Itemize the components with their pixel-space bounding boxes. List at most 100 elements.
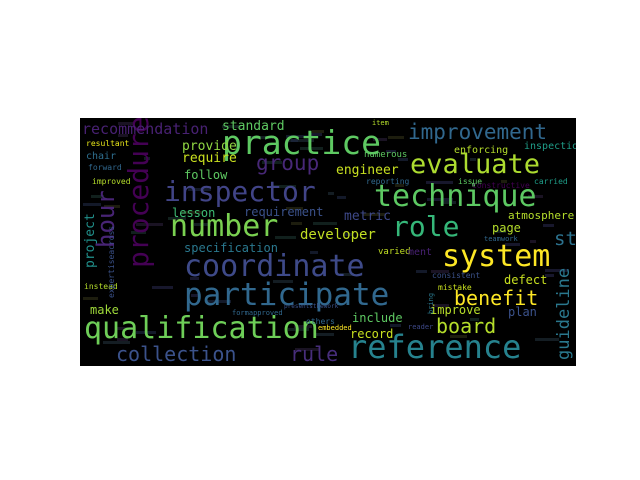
word-inspector: inspector — [164, 175, 316, 208]
word-coordinate: coordinate — [184, 249, 365, 284]
filler-noise-mark — [343, 233, 352, 236]
filler-noise-mark — [545, 274, 554, 277]
word-forward: forward — [88, 163, 122, 172]
word-inspection: inspection — [524, 141, 576, 152]
filler-noise-mark — [103, 341, 130, 344]
filler-noise-mark — [530, 240, 536, 243]
filler-noise-mark — [262, 161, 282, 164]
filler-noise-mark — [310, 251, 318, 254]
filler-noise-mark — [395, 184, 404, 187]
filler-noise-mark — [295, 348, 320, 351]
word-requirement: requirement — [244, 205, 324, 219]
word-reference: reference — [348, 328, 522, 366]
word-lesson: lesson — [172, 206, 216, 220]
filler-noise-mark — [470, 158, 476, 161]
word-board: board — [436, 314, 497, 338]
word-mistake: mistake — [438, 283, 472, 292]
filler-noise-mark — [340, 273, 354, 276]
word-follow: follow — [184, 168, 228, 182]
word-require: require — [182, 151, 237, 166]
filler-noise-mark — [294, 325, 312, 328]
word-record: record — [350, 327, 394, 341]
filler-noise-mark — [118, 122, 135, 125]
word-number: number — [170, 209, 279, 244]
filler-noise-mark — [426, 181, 453, 184]
word-carried: carried — [534, 177, 568, 186]
filler-noise-mark — [190, 277, 199, 280]
filler-noise-mark — [501, 180, 507, 183]
word-provide: provide — [182, 139, 237, 154]
word-item: item — [372, 119, 389, 127]
filler-noise-mark — [168, 217, 186, 220]
word-reader: reader — [408, 323, 434, 331]
filler-noise-mark — [287, 139, 314, 142]
filler-noise-mark — [291, 222, 302, 225]
filler-noise-mark — [313, 222, 337, 225]
filler-noise-mark — [337, 196, 346, 199]
filler-noise-mark — [363, 213, 385, 216]
word-specification: specification — [184, 241, 278, 255]
word-improvement: improvement — [408, 120, 548, 144]
filler-noise-mark — [545, 269, 569, 272]
filler-noise-mark — [416, 270, 427, 273]
word-constructive: constructive — [472, 181, 530, 190]
filler-noise-mark — [427, 198, 453, 201]
word-atmosphere: atmosphere — [508, 209, 575, 222]
filler-noise-mark — [131, 231, 146, 234]
word-numerous: numerous — [364, 150, 408, 160]
filler-noise-mark — [273, 280, 293, 283]
word-instead: instead — [84, 282, 118, 291]
filler-noise-mark — [312, 130, 324, 133]
filler-noise-mark — [191, 294, 199, 297]
filler-noise-mark — [118, 134, 128, 137]
word-enforcing: enforcing — [454, 145, 509, 156]
filler-noise-mark — [144, 157, 150, 160]
filler-noise-mark — [136, 223, 163, 226]
word-formapproved: formapproved — [232, 309, 283, 317]
filler-noise-mark — [207, 300, 231, 303]
filler-noise-mark — [83, 203, 101, 206]
word-consistent: consistent — [432, 271, 481, 280]
filler-noise-mark — [300, 147, 323, 150]
filler-noise-mark — [152, 286, 173, 289]
filler-noise-mark — [470, 318, 479, 321]
word-developer: developer — [300, 227, 376, 243]
filler-noise-mark — [432, 304, 449, 307]
word-teamwork: teamwork — [484, 235, 518, 243]
word-varied: varied — [378, 247, 411, 257]
word-issue: issue — [458, 177, 483, 186]
word-bring: bring — [427, 292, 435, 314]
word-technique: technique — [374, 179, 537, 214]
word-group: group — [256, 151, 320, 175]
filler-noise-mark — [543, 224, 554, 227]
filler-noise-mark — [535, 338, 559, 341]
word-role: role — [392, 210, 460, 243]
word-plan: plan — [508, 305, 537, 319]
filler-noise-mark — [495, 230, 506, 233]
word-standard: standard — [222, 119, 285, 134]
word-participate: participate — [184, 277, 390, 313]
filler-noise-mark — [83, 297, 98, 300]
filler-noise-mark — [248, 136, 273, 139]
word-rule: rule — [290, 342, 339, 366]
filler-noise-mark — [104, 205, 120, 208]
word-metric: metric — [344, 209, 391, 224]
word-reporting: reporting — [366, 177, 410, 186]
filler-noise-mark — [328, 192, 334, 195]
word-chair: chair — [86, 151, 117, 162]
word-ment: ment — [408, 247, 433, 258]
filler-noise-mark — [373, 138, 387, 141]
filler-noise-mark — [273, 185, 296, 188]
filler-noise-mark — [288, 328, 309, 331]
filler-noise-mark — [286, 207, 303, 210]
word-guideline: guideline — [554, 267, 574, 360]
filler-noise-mark — [398, 158, 408, 161]
filler-noise-mark — [181, 211, 202, 214]
word-others: others — [306, 317, 335, 326]
word-resultant: resultant — [86, 139, 130, 148]
word-defect: defect — [504, 273, 548, 287]
word-presentsthework: presentsthework — [284, 303, 339, 310]
word-benefit: benefit — [454, 286, 539, 310]
word-recommendation: recommendation — [82, 120, 209, 138]
word-improved: improved — [92, 177, 131, 186]
